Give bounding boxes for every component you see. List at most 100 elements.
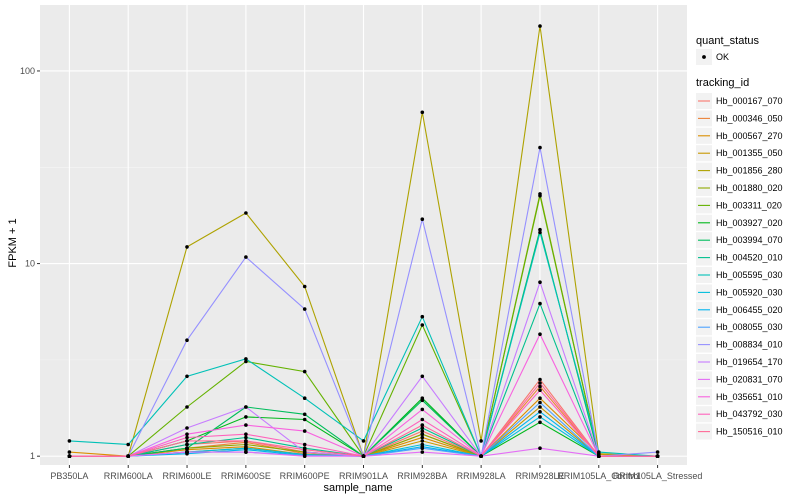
data-point-Hb_150516_010-RRIM928BA — [420, 423, 425, 427]
data-point-Hb_043792_030-RRIM600LE — [185, 435, 189, 440]
x-tick-label: RRIM600SE — [221, 471, 271, 481]
legend-label-Hb_043792_030: Hb_043792_030 — [716, 409, 783, 419]
data-point-Hb_003994_070-RRIM600PE — [302, 412, 307, 417]
legend-label-Hb_008055_030: Hb_008055_030 — [716, 322, 783, 332]
legend-shape-title: quant_status — [696, 35, 759, 47]
x-tick-label: RRIM928BA — [397, 471, 447, 481]
data-point-Hb_003311_020-RRIM600LE — [185, 405, 189, 409]
data-point-Hb_020831_070-RRIM928LE — [538, 446, 542, 451]
data-point-Hb_035651_010-RRIM600SE — [244, 423, 248, 427]
data-point-Hb_008834_010-RRIM600LE — [185, 338, 189, 343]
data-point-Hb_020831_070-RRIM600SE — [244, 450, 248, 454]
data-point-Hb_003927_020-RRIM600PE — [302, 417, 307, 422]
data-point-Hb_150516_010-PB350LA — [67, 454, 72, 459]
legend-label-Hb_003927_020: Hb_003927_020 — [716, 218, 783, 228]
data-point-Hb_000567_270-RRIM928LE — [538, 396, 542, 401]
data-point-Hb_003311_020-RRIM928LE — [538, 193, 542, 198]
data-point-Hb_008834_010-RRIM928LE — [538, 145, 542, 150]
data-point-Hb_020831_070-RRIM600LE — [185, 450, 189, 454]
data-point-Hb_003927_020-RRIM928LE — [538, 420, 542, 425]
data-point-Hb_019654_170-RRIM600LE — [185, 426, 189, 430]
data-point-Hb_005595_030-RRIM105LA_Control — [597, 450, 601, 454]
data-point-Hb_150516_010-RRIM105LA_Stressed — [655, 454, 660, 459]
legend-label-Hb_020831_070: Hb_020831_070 — [716, 374, 783, 384]
x-tick-label: RRIM901LA — [339, 471, 388, 481]
y-axis-title: FPKM + 1 — [7, 218, 19, 267]
data-point-Hb_003311_020-RRIM928BA — [420, 323, 425, 327]
data-point-Hb_008834_010-RRIM105LA_Stressed — [655, 450, 660, 454]
data-point-Hb_005595_030-RRIM928BA — [420, 314, 425, 319]
legend-label-Hb_019654_170: Hb_019654_170 — [716, 357, 783, 367]
data-point-Hb_035651_010-RRIM600LE — [185, 432, 189, 437]
data-point-Hb_008834_010-RRIM600SE — [244, 255, 248, 259]
data-point-Hb_035651_010-RRIM600PE — [302, 429, 307, 433]
legend: quant_status OK tracking_id Hb_000167_07… — [696, 35, 783, 440]
data-point-Hb_004520_010-RRIM600SE — [244, 435, 248, 440]
data-point-Hb_150516_010-RRIM600PE — [302, 447, 307, 452]
data-point-Hb_150516_010-RRIM600LA — [126, 454, 130, 459]
data-point-Hb_043792_030-RRIM928BA — [420, 417, 425, 422]
legend-label-Hb_000567_270: Hb_000567_270 — [716, 131, 783, 141]
data-point-Hb_001856_280-RRIM928BA — [420, 110, 425, 115]
data-point-Hb_004520_010-RRIM928LE — [538, 301, 542, 306]
data-point-Hb_008055_030-RRIM928LE — [538, 400, 542, 405]
data-point-Hb_043792_030-RRIM928LE — [538, 388, 542, 393]
data-point-Hb_035651_010-RRIM928LE — [538, 332, 542, 337]
data-point-Hb_150516_010-RRIM928LA — [479, 454, 483, 459]
data-point-Hb_150516_010-RRIM105LA_Control — [597, 454, 601, 459]
data-point-Hb_001856_280-RRIM600LE — [185, 245, 189, 249]
data-point-Hb_001856_280-RRIM928LA — [479, 439, 483, 443]
data-point-Hb_001880_020-RRIM928BA — [420, 432, 425, 437]
data-point-Hb_001355_050-RRIM928LE — [538, 405, 542, 409]
data-point-Hb_000567_270-RRIM928BA — [420, 435, 425, 440]
legend-label-Hb_001880_020: Hb_001880_020 — [716, 183, 783, 193]
data-point-Hb_150516_010-RRIM600SE — [244, 439, 248, 443]
legend-label-Hb_001856_280: Hb_001856_280 — [716, 166, 783, 176]
legend-label-Hb_150516_010: Hb_150516_010 — [716, 427, 783, 437]
data-point-Hb_004520_010-RRIM600LE — [185, 442, 189, 447]
legend-color-title: tracking_id — [696, 77, 749, 89]
data-point-Hb_005595_030-RRIM600LA — [126, 442, 130, 447]
data-point-Hb_003311_020-RRIM600PE — [302, 369, 307, 374]
legend-label-Hb_001355_050: Hb_001355_050 — [716, 148, 783, 158]
y-tick-label: 1 — [30, 451, 35, 461]
x-tick-label: RRIM105LA_Stressed — [613, 471, 703, 481]
data-point-Hb_019654_170-RRIM600SE — [244, 405, 248, 409]
x-axis-title: sample_name — [323, 482, 392, 494]
legend-label-Hb_000346_050: Hb_000346_050 — [716, 113, 783, 123]
data-point-Hb_001856_280-RRIM928LE — [538, 24, 542, 28]
data-point-Hb_005595_030-RRIM928LE — [538, 230, 542, 235]
legend-label-Hb_006455_020: Hb_006455_020 — [716, 305, 783, 315]
x-tick-label: RRIM600LA — [104, 471, 153, 481]
legend-label-Hb_005595_030: Hb_005595_030 — [716, 270, 783, 280]
legend-shape-label: OK — [716, 52, 729, 62]
x-tick-label: RRIM105LA_Control — [557, 471, 640, 481]
y-tick-label: 100 — [20, 66, 35, 76]
data-point-Hb_019654_170-RRIM928LE — [538, 280, 542, 285]
data-point-Hb_000346_050-RRIM928LE — [538, 384, 542, 389]
data-point-Hb_001856_280-RRIM600SE — [244, 211, 248, 215]
data-point-Hb_000167_070-RRIM928BA — [420, 429, 425, 433]
data-point-Hb_035651_010-RRIM928BA — [420, 407, 425, 412]
data-point-Hb_006455_020-RRIM928LE — [538, 410, 542, 414]
data-point-Hb_150516_010-RRIM600LE — [185, 439, 189, 443]
data-point-Hb_001880_020-RRIM600SE — [244, 442, 248, 447]
data-point-Hb_003994_070-RRIM928BA — [420, 398, 425, 403]
legend-label-Hb_005920_030: Hb_005920_030 — [716, 287, 783, 297]
data-point-Hb_008834_010-RRIM600PE — [302, 307, 307, 311]
data-point-Hb_005595_030-RRIM600LE — [185, 374, 189, 379]
data-point-Hb_150516_010-RRIM928LE — [538, 381, 542, 385]
x-tick-label: RRIM928LA — [457, 471, 506, 481]
data-point-Hb_008834_010-RRIM928BA — [420, 217, 425, 221]
data-point-Hb_001856_280-RRIM600PE — [302, 284, 307, 289]
data-point-Hb_003927_020-RRIM600SE — [244, 415, 248, 419]
x-tick-label: PB350LA — [50, 471, 88, 481]
y-tick-label: 10 — [25, 259, 35, 269]
data-point-Hb_019654_170-RRIM928BA — [420, 374, 425, 379]
data-point-Hb_000167_070-RRIM928LE — [538, 377, 542, 382]
legend-label-Hb_035651_010: Hb_035651_010 — [716, 392, 783, 402]
data-point-Hb_005595_030-RRIM901LA — [361, 439, 366, 443]
legend-label-Hb_003994_070: Hb_003994_070 — [716, 235, 783, 245]
data-point-Hb_020831_070-RRIM928BA — [420, 450, 425, 454]
data-point-Hb_150516_010-RRIM901LA — [361, 454, 366, 459]
